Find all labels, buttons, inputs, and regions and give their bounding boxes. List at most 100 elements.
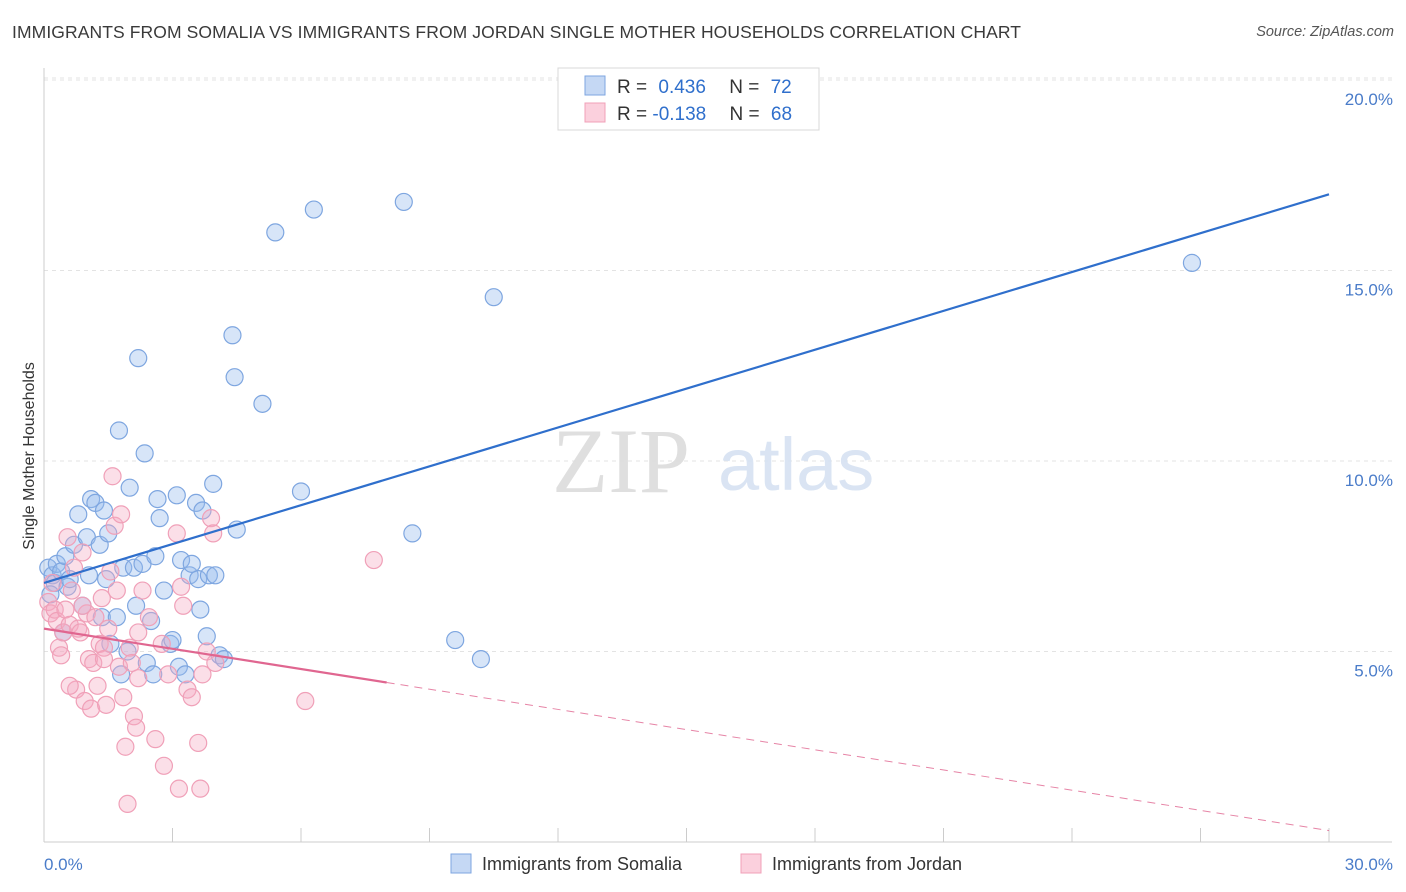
data-point bbox=[60, 676, 79, 695]
legend-swatch-jordan bbox=[584, 102, 606, 123]
data-point bbox=[129, 349, 148, 368]
data-point bbox=[111, 665, 131, 684]
data-point bbox=[167, 486, 186, 505]
data-point bbox=[56, 600, 75, 619]
data-point bbox=[182, 554, 201, 573]
data-point bbox=[191, 779, 210, 798]
data-point bbox=[186, 493, 206, 513]
data-point bbox=[92, 589, 111, 608]
data-point bbox=[73, 543, 92, 562]
y-tick-label: 10.0% bbox=[1345, 471, 1393, 490]
trend-line-extension bbox=[386, 681, 1330, 832]
y-tick-label: 15.0% bbox=[1345, 281, 1393, 300]
data-point bbox=[154, 756, 174, 775]
legend-r-label-jordan: R = bbox=[617, 104, 652, 125]
legend-r-label-somalia: R = bbox=[617, 77, 652, 98]
data-point bbox=[144, 665, 163, 684]
trend-lines bbox=[43, 193, 1330, 832]
x-tick-label-min: 0.0% bbox=[44, 855, 83, 874]
data-point bbox=[94, 501, 114, 520]
data-point bbox=[146, 547, 165, 566]
data-point bbox=[137, 653, 156, 673]
data-point bbox=[148, 490, 167, 509]
data-point bbox=[114, 688, 133, 707]
data-point bbox=[176, 665, 195, 684]
data-point bbox=[189, 733, 208, 753]
data-point bbox=[116, 737, 135, 756]
legend-n-label-somalia: N = bbox=[729, 77, 764, 98]
data-point bbox=[86, 608, 105, 627]
data-point bbox=[193, 665, 212, 684]
data-point bbox=[39, 592, 58, 612]
data-point bbox=[204, 474, 223, 493]
data-point bbox=[129, 669, 148, 688]
data-point bbox=[124, 707, 144, 726]
trend-line bbox=[43, 627, 387, 684]
y-tick-labels: 5.0% 10.0% 15.0% 20.0% bbox=[1345, 90, 1393, 681]
grid bbox=[44, 77, 1392, 652]
y-tick-label: 5.0% bbox=[1354, 662, 1393, 681]
data-point bbox=[94, 650, 114, 669]
legend-row-somalia: R = 0.436 N = 72 bbox=[617, 77, 792, 98]
legend-n-value-somalia: 72 bbox=[771, 77, 792, 98]
data-point bbox=[126, 596, 146, 615]
watermark-atlas: atlas bbox=[718, 423, 874, 506]
legend-row-jordan: R = -0.138 N = 68 bbox=[617, 104, 792, 125]
data-point bbox=[111, 505, 131, 524]
data-point bbox=[169, 779, 189, 798]
data-point bbox=[122, 653, 141, 673]
data-point bbox=[69, 505, 88, 524]
data-point bbox=[146, 730, 165, 749]
trend-line bbox=[43, 193, 1330, 584]
data-point bbox=[182, 688, 201, 707]
legend-n-label-jordan: N = bbox=[730, 104, 765, 125]
data-point bbox=[296, 691, 315, 711]
bottom-legend-label-jordan: Immigrants from Jordan bbox=[772, 854, 962, 874]
data-point bbox=[394, 192, 413, 212]
data-point bbox=[291, 482, 311, 501]
legend-r-value-jordan: -0.138 bbox=[652, 104, 706, 125]
data-point bbox=[191, 600, 210, 619]
data-point bbox=[107, 581, 126, 600]
x-tick-label-max: 30.0% bbox=[1345, 855, 1393, 874]
data-point bbox=[75, 691, 94, 711]
data-point bbox=[484, 288, 503, 307]
data-point bbox=[62, 581, 81, 600]
bottom-legend-swatch-jordan bbox=[740, 853, 762, 874]
data-point bbox=[135, 444, 154, 463]
watermark-zip: ZIP bbox=[552, 410, 690, 512]
data-point bbox=[150, 509, 169, 528]
data-point bbox=[201, 509, 221, 528]
data-point bbox=[84, 653, 103, 673]
data-point bbox=[171, 577, 191, 596]
data-point bbox=[167, 524, 186, 543]
y-axis-title: Single Mother Households bbox=[21, 362, 38, 550]
data-point bbox=[225, 368, 244, 387]
series-jordan-points bbox=[39, 467, 383, 814]
legend-n-value-jordan: 68 bbox=[771, 104, 792, 125]
data-point bbox=[45, 600, 64, 619]
data-point bbox=[129, 623, 148, 642]
data-point bbox=[73, 596, 92, 615]
data-point bbox=[1182, 253, 1202, 272]
data-point bbox=[403, 524, 422, 543]
data-point bbox=[174, 596, 193, 615]
data-point bbox=[197, 627, 216, 646]
data-point bbox=[364, 550, 383, 570]
data-point bbox=[446, 630, 465, 650]
source-credit: Source: ZipAtlas.com bbox=[1256, 24, 1394, 40]
data-point bbox=[133, 581, 152, 600]
data-point bbox=[159, 665, 178, 684]
legend-swatch-somalia bbox=[584, 75, 606, 96]
data-point bbox=[103, 467, 122, 486]
data-point bbox=[99, 524, 118, 543]
data-point bbox=[223, 326, 242, 345]
data-point bbox=[99, 619, 118, 638]
data-point bbox=[152, 634, 171, 653]
data-point bbox=[199, 566, 219, 585]
data-point bbox=[58, 528, 77, 547]
data-point bbox=[126, 718, 146, 737]
data-point bbox=[189, 570, 208, 589]
bottom-legend-label-somalia: Immigrants from Somalia bbox=[482, 854, 683, 874]
